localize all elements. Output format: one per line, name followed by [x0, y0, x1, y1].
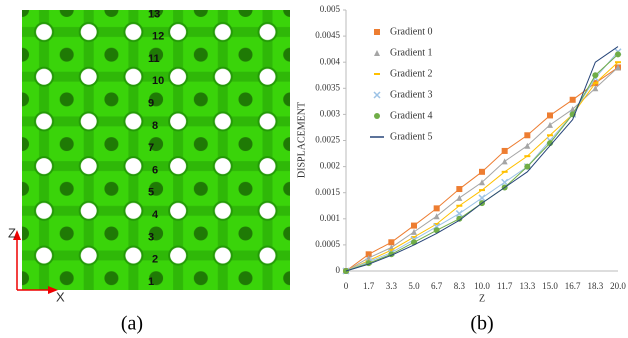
layer-label: 5	[148, 187, 154, 199]
legend-swatch	[374, 92, 380, 98]
x-axis-title: Z	[479, 293, 485, 304]
marker	[524, 132, 530, 138]
marker	[592, 72, 598, 78]
marker	[456, 195, 462, 201]
caption: (b)	[470, 313, 493, 335]
marker	[388, 239, 394, 245]
x-tick-label: 11.7	[497, 281, 513, 291]
layer-label: 13	[148, 8, 160, 20]
layer-label: 1	[148, 276, 154, 288]
legend-swatch	[374, 113, 380, 119]
z-axis-label: Z	[8, 225, 16, 240]
marker	[502, 148, 508, 154]
layer-label: 11	[148, 53, 160, 65]
legend-label: Gradient 2	[390, 68, 433, 79]
marker	[502, 179, 508, 185]
layer-label: 7	[148, 142, 154, 154]
series-line	[346, 54, 618, 271]
y-tick-label: 0.001	[320, 213, 340, 223]
y-tick-label: 0.0005	[315, 239, 340, 249]
x-tick-label: 3.3	[386, 281, 398, 291]
layer-label: 8	[152, 120, 158, 132]
marker	[411, 229, 417, 235]
marker	[570, 97, 576, 103]
legend-label: Gradient 4	[390, 110, 433, 121]
series-line	[346, 47, 618, 271]
marker	[502, 158, 508, 164]
legend-label: Gradient 5	[390, 131, 433, 142]
x-tick-label: 10.0	[474, 281, 490, 291]
marker	[615, 51, 621, 57]
legend-swatch	[374, 29, 380, 35]
figure: Z X (a) (b) DISPLACEMENT Z 1234567891011…	[0, 0, 628, 338]
y-tick-label: 0.0015	[315, 187, 340, 197]
legend-label: Gradient 1	[390, 47, 433, 58]
x-tick-label: 16.7	[565, 281, 581, 291]
series-line	[346, 62, 618, 271]
layer-label: 6	[152, 164, 158, 176]
x-tick-label: 1.7	[363, 281, 375, 291]
x-tick-label: 13.3	[519, 281, 535, 291]
x-tick-label: 6.7	[431, 281, 443, 291]
y-tick-label: 0.0025	[315, 135, 340, 145]
x-tick-label: 15.0	[542, 281, 558, 291]
y-tick-label: 0	[336, 265, 341, 275]
layer-label: 3	[148, 231, 154, 243]
x-tick-label: 5.0	[408, 281, 420, 291]
marker	[434, 205, 440, 211]
x-axis-label: X	[56, 289, 65, 304]
legend-swatch	[374, 50, 380, 56]
layer-label: 2	[152, 254, 158, 266]
marker	[547, 112, 553, 118]
x-tick-label: 18.3	[587, 281, 603, 291]
marker	[411, 223, 417, 229]
marker	[547, 122, 553, 128]
layer-label: 4	[152, 209, 159, 221]
marker	[456, 211, 462, 217]
caption: (a)	[121, 313, 143, 335]
y-tick-label: 0.003	[320, 108, 341, 118]
x-tick-label: 20.0	[610, 281, 626, 291]
layer-label: 9	[148, 98, 154, 110]
layer-label: 10	[152, 75, 164, 87]
legend-label: Gradient 3	[390, 89, 433, 100]
marker	[479, 169, 485, 175]
y-tick-label: 0.004	[320, 56, 341, 66]
x-tick-label: 8.3	[454, 281, 466, 291]
y-tick-label: 0.005	[320, 4, 341, 14]
layer-label: 12	[152, 31, 164, 43]
y-axis-title: DISPLACEMENT	[296, 102, 307, 178]
y-tick-label: 0.0035	[315, 82, 340, 92]
y-tick-label: 0.0045	[315, 30, 340, 40]
marker	[456, 186, 462, 192]
marker	[479, 195, 485, 201]
legend-label: Gradient 0	[390, 26, 433, 37]
y-tick-label: 0.002	[320, 161, 340, 171]
x-tick-label: 0	[344, 281, 349, 291]
series-line	[346, 52, 618, 271]
